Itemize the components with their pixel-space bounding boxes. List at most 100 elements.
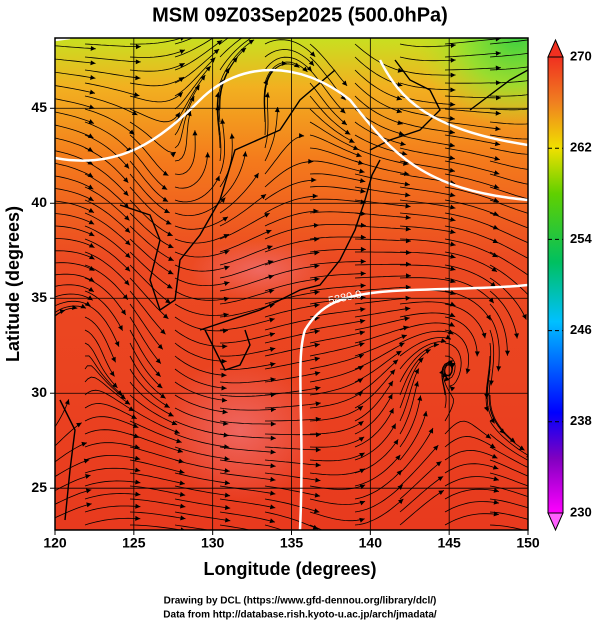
streamline xyxy=(264,446,321,451)
streamline xyxy=(309,121,359,150)
streamline xyxy=(444,147,500,160)
streamline-arrow xyxy=(267,245,273,251)
streamline xyxy=(55,71,96,79)
streamline-arrow xyxy=(293,62,300,68)
streamline-arrow xyxy=(313,508,320,514)
streamline-arrow xyxy=(405,192,411,198)
streamline-arrow xyxy=(216,40,223,46)
streamline xyxy=(129,446,185,463)
streamline-arrow xyxy=(125,239,131,246)
streamline xyxy=(129,212,174,249)
streamline xyxy=(399,56,456,62)
streamline xyxy=(129,173,170,214)
streamline-arrow xyxy=(87,295,93,301)
streamline xyxy=(55,188,94,202)
streamline xyxy=(489,394,516,443)
streamline xyxy=(55,162,94,178)
streamline xyxy=(489,66,528,71)
streamline xyxy=(444,160,500,175)
streamline-arrow xyxy=(270,435,276,441)
streamline xyxy=(84,493,141,500)
x-tick-label: 140 xyxy=(359,535,383,551)
streamline xyxy=(129,407,180,434)
streamline xyxy=(174,233,230,244)
streamline xyxy=(489,108,528,111)
streamline xyxy=(0,506,47,525)
streamline-arrow xyxy=(450,57,456,63)
streamline-arrow xyxy=(42,281,48,287)
streamline-arrow xyxy=(155,358,161,364)
streamline xyxy=(354,263,411,266)
streamline xyxy=(55,284,95,293)
streamline xyxy=(444,52,501,58)
streamline-arrow xyxy=(242,151,248,157)
y-axis-label: Latitude (degrees) xyxy=(3,206,23,362)
streamline-arrow xyxy=(539,183,545,189)
streamline-arrow xyxy=(124,215,130,221)
streamline xyxy=(129,251,173,289)
streamline-arrow xyxy=(123,190,129,196)
streamline xyxy=(309,391,364,409)
streamline xyxy=(399,108,456,120)
streamline-arrow xyxy=(71,304,78,310)
streamline-arrow xyxy=(269,504,276,510)
streamline-arrow xyxy=(360,283,366,289)
streamline-arrow xyxy=(491,453,498,459)
streamline xyxy=(354,393,393,435)
streamline xyxy=(174,316,229,332)
streamline-arrow xyxy=(125,252,131,258)
streamline-arrow xyxy=(200,75,206,81)
streamline-arrow xyxy=(489,443,496,449)
streamline xyxy=(444,38,501,45)
streamline-arrow xyxy=(135,44,141,50)
streamline xyxy=(55,225,95,237)
streamline-arrow xyxy=(488,297,494,304)
streamline xyxy=(84,199,131,233)
streamline xyxy=(354,439,399,474)
streamline xyxy=(129,303,164,350)
streamline-arrow xyxy=(270,421,276,427)
streamline-arrow xyxy=(433,445,439,451)
streamline-arrow xyxy=(225,530,231,536)
x-axis-label: Longitude (degrees) xyxy=(203,559,376,579)
streamline-arrow xyxy=(490,281,496,287)
streamline-arrow xyxy=(540,48,546,54)
streamline-arrow xyxy=(221,385,227,391)
streamline xyxy=(444,329,469,374)
streamline xyxy=(399,349,431,396)
streamline-arrow xyxy=(449,115,455,121)
streamline-arrow xyxy=(124,279,130,286)
streamline xyxy=(399,134,455,147)
streamline xyxy=(174,433,230,448)
streamline-arrow xyxy=(450,216,456,222)
streamline xyxy=(217,105,222,162)
streamline xyxy=(84,416,139,428)
streamline xyxy=(55,238,95,248)
streamline-arrow xyxy=(536,244,542,250)
streamline-arrow xyxy=(538,214,543,219)
footer-text: Drawing by DCL (https://www.gfd-dennou.o… xyxy=(164,596,437,607)
streamline-arrow xyxy=(450,87,456,93)
streamline xyxy=(129,277,169,320)
streamline xyxy=(399,344,440,383)
streamline-arrow xyxy=(360,307,366,313)
streamline xyxy=(0,122,50,133)
streamline-arrow xyxy=(128,129,135,135)
streamline-arrow xyxy=(492,464,499,470)
streamline xyxy=(489,290,518,339)
streamline-arrow xyxy=(32,436,39,443)
streamline xyxy=(129,108,181,123)
streamline xyxy=(444,186,500,203)
streamline xyxy=(174,175,220,203)
streamline-arrow xyxy=(449,204,456,210)
streamline xyxy=(399,490,445,526)
streamline-arrow xyxy=(38,326,45,333)
streamline xyxy=(84,316,116,363)
streamline xyxy=(444,342,462,387)
streamline-arrow xyxy=(179,49,185,55)
streamline xyxy=(264,39,316,57)
streamline xyxy=(84,121,132,153)
streamline xyxy=(264,304,320,318)
streamline xyxy=(489,251,528,276)
colorbar-tick-label: 230 xyxy=(570,504,592,519)
